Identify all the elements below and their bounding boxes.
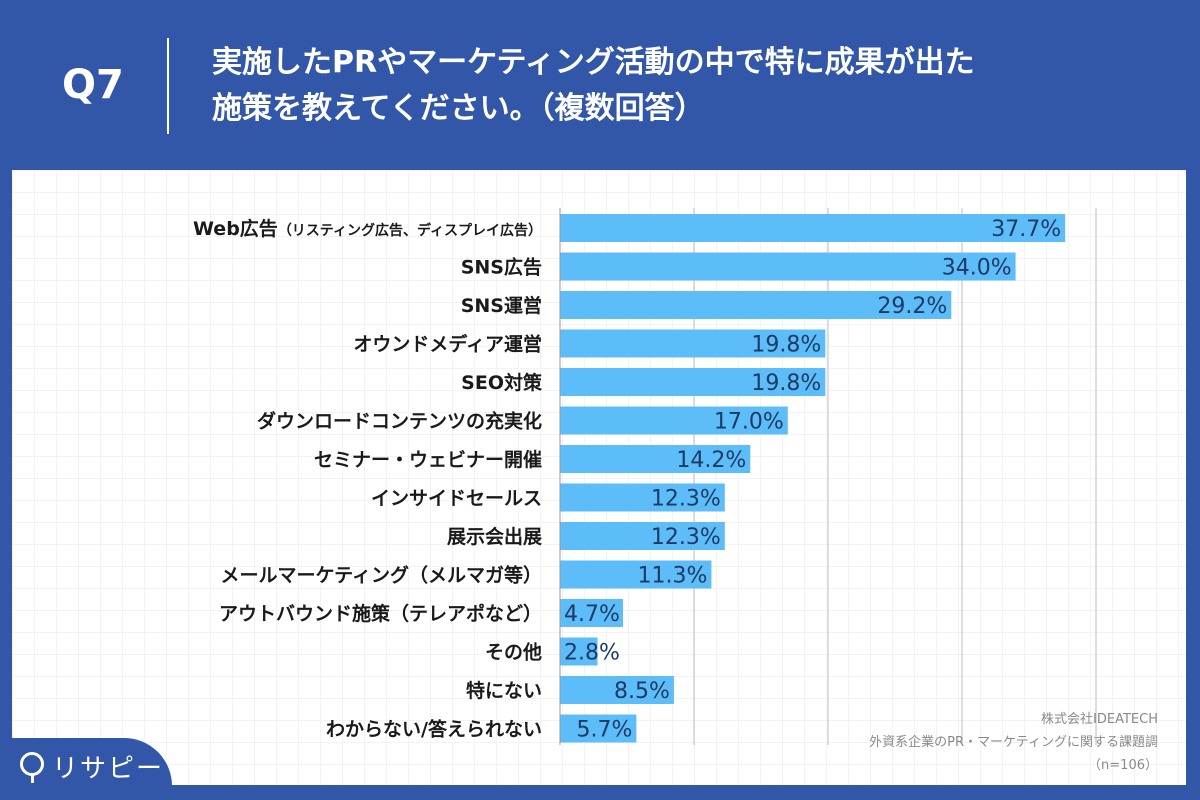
source-n: （n=106） — [1088, 758, 1158, 773]
bar — [560, 637, 598, 666]
source-survey: 外資系企業のPR・マーケティングに関する課題調 — [869, 735, 1158, 750]
category-label: インサイドセールス — [371, 488, 542, 510]
bar — [560, 368, 826, 396]
data-label: 12.3% — [651, 525, 721, 550]
category-label: 特にない — [466, 680, 542, 702]
category-label: わからない/答えられない — [326, 718, 542, 741]
source-company: 株式会社IDEATECH — [1041, 712, 1158, 727]
category-label: その他 — [485, 641, 542, 664]
category-label: アウトバウンド施策（テレアポなど） — [219, 602, 542, 625]
data-label: 19.8% — [751, 371, 821, 396]
category-label: SNS広告 — [461, 256, 542, 279]
question-title: 実施したPRやマーケティング活動の中で特に成果が出た 施策を教えてください。（複… — [212, 40, 1172, 132]
data-label: 2.8% — [564, 641, 620, 666]
bar — [560, 560, 712, 589]
data-label: 29.2% — [877, 294, 947, 319]
bar — [560, 714, 637, 743]
title-line-2: 施策を教えてください。（複数回答） — [212, 91, 705, 126]
category-label: オウンドメディア運営 — [353, 333, 542, 356]
data-label: 37.7% — [991, 217, 1061, 242]
bar — [560, 483, 725, 512]
brand-logo: リサピー — [0, 738, 172, 800]
category-label: SNS運営 — [461, 294, 542, 317]
title-line-1: 実施したPRやマーケティング活動の中で特に成果が出た — [212, 45, 975, 80]
data-label: 8.5% — [614, 679, 670, 704]
data-label: 12.3% — [651, 487, 721, 512]
bar — [560, 214, 1066, 242]
data-label: 19.8% — [751, 333, 821, 358]
bar — [560, 676, 674, 704]
data-label: 5.7% — [576, 718, 632, 743]
category-label: メールマーケティング（メルマガ等） — [221, 564, 542, 587]
bar — [560, 291, 952, 319]
category-label: SEO対策 — [461, 371, 543, 394]
data-label: 4.7% — [564, 602, 620, 627]
data-label: 11.3% — [638, 564, 708, 589]
bar — [560, 599, 623, 627]
pin-icon — [20, 752, 44, 783]
category-label: セミナー・ウェビナー開催 — [314, 448, 542, 471]
bar — [560, 329, 826, 358]
category-label: 展示会出展 — [447, 525, 542, 548]
data-label: 34.0% — [942, 256, 1012, 281]
bar — [560, 406, 788, 435]
bar — [560, 252, 1016, 281]
bar — [560, 522, 725, 550]
logo-text: リサピー — [52, 754, 165, 784]
category-label: ダウンロードコンテンツの充実化 — [257, 410, 542, 433]
source-note: 株式会社IDEATECH 外資系企業のPR・マーケティングに関する課題調 （n=… — [869, 708, 1158, 777]
divider — [167, 38, 169, 134]
question-number: Q7 — [62, 62, 124, 108]
category-label: Web広告（リスティング広告、ディスプレイ広告） — [193, 217, 542, 240]
data-label: 14.2% — [676, 448, 746, 473]
bar — [560, 445, 751, 473]
data-label: 17.0% — [714, 410, 784, 435]
